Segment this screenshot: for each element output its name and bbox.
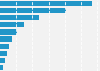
Bar [0, 36, 12, 42]
Bar [0, 15, 39, 20]
Bar [0, 58, 5, 63]
Bar [0, 65, 3, 70]
Bar [0, 22, 24, 27]
Bar [0, 44, 9, 49]
Bar [0, 29, 17, 35]
Bar [0, 1, 92, 6]
Bar [0, 8, 66, 13]
Bar [0, 51, 7, 56]
